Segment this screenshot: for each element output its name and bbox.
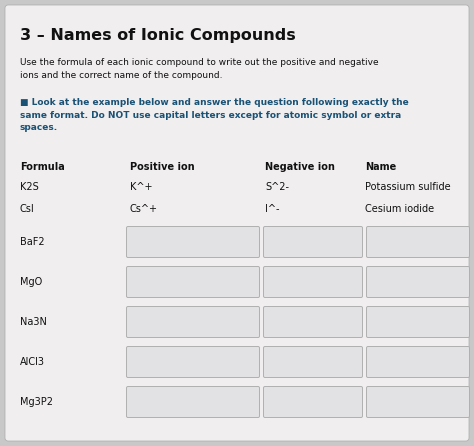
Text: Positive ion: Positive ion [130, 162, 195, 172]
FancyBboxPatch shape [264, 227, 363, 257]
Text: Potassium sulfide: Potassium sulfide [365, 182, 451, 192]
FancyBboxPatch shape [127, 347, 259, 377]
FancyBboxPatch shape [366, 387, 470, 417]
Text: Na3N: Na3N [20, 317, 47, 327]
FancyBboxPatch shape [127, 387, 259, 417]
FancyBboxPatch shape [264, 306, 363, 338]
Text: 3 – Names of Ionic Compounds: 3 – Names of Ionic Compounds [20, 28, 296, 43]
Text: Cs^+: Cs^+ [130, 204, 158, 214]
Text: MgO: MgO [20, 277, 42, 287]
Text: Cesium iodide: Cesium iodide [365, 204, 434, 214]
Text: K^+: K^+ [130, 182, 153, 192]
FancyBboxPatch shape [264, 387, 363, 417]
FancyBboxPatch shape [366, 347, 470, 377]
Text: AlCl3: AlCl3 [20, 357, 45, 367]
Text: S^2-: S^2- [265, 182, 289, 192]
Text: ■ Look at the example below and answer the question following exactly the
same f: ■ Look at the example below and answer t… [20, 98, 409, 132]
Text: Formula: Formula [20, 162, 65, 172]
Text: Name: Name [365, 162, 396, 172]
FancyBboxPatch shape [264, 267, 363, 297]
FancyBboxPatch shape [366, 306, 470, 338]
FancyBboxPatch shape [127, 306, 259, 338]
FancyBboxPatch shape [264, 347, 363, 377]
Text: CsI: CsI [20, 204, 35, 214]
Text: K2S: K2S [20, 182, 39, 192]
FancyBboxPatch shape [366, 227, 470, 257]
FancyBboxPatch shape [127, 267, 259, 297]
FancyBboxPatch shape [5, 5, 469, 441]
FancyBboxPatch shape [366, 267, 470, 297]
FancyBboxPatch shape [127, 227, 259, 257]
Text: I^-: I^- [265, 204, 280, 214]
Text: Mg3P2: Mg3P2 [20, 397, 53, 407]
Text: BaF2: BaF2 [20, 237, 45, 247]
Text: Negative ion: Negative ion [265, 162, 335, 172]
Text: Use the formula of each ionic compound to write out the positive and negative
io: Use the formula of each ionic compound t… [20, 58, 379, 79]
